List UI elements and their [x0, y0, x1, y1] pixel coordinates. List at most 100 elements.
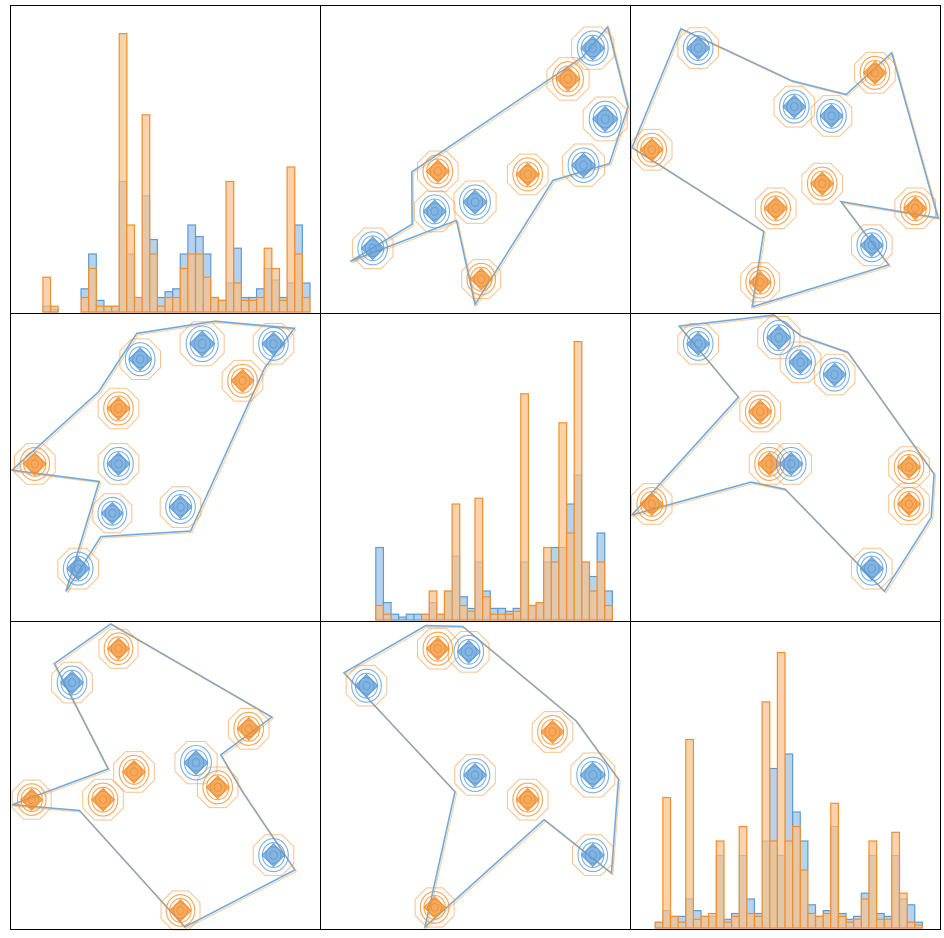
contour-halo [813, 353, 856, 396]
histogram-bar [891, 831, 901, 929]
contour-ring [466, 262, 497, 296]
histogram-bar [436, 613, 446, 621]
contour-core [819, 103, 844, 128]
contour-ring [419, 194, 451, 229]
contour-cluster [160, 890, 201, 931]
contour-halo [582, 96, 628, 142]
contour-core [205, 775, 230, 800]
histogram-bar [375, 604, 385, 621]
contour-halo [159, 486, 202, 528]
histogram-bar [382, 613, 392, 621]
contour-core [570, 152, 597, 178]
contour-cluster [677, 323, 719, 365]
histogram-bar [126, 224, 136, 313]
contour-cluster [414, 887, 455, 928]
contour-core [60, 670, 84, 695]
histogram-bar [581, 561, 591, 621]
contour-cluster [413, 190, 456, 233]
contour-halo [461, 259, 502, 300]
histogram-bar [822, 912, 832, 929]
contour-ring [357, 231, 389, 266]
contour-cluster [227, 708, 270, 750]
contour-panel-r1-c2 [349, 25, 631, 308]
contour-core [106, 396, 131, 421]
contour-cluster [770, 443, 812, 485]
contour-halo [677, 27, 719, 69]
histogram-bar [875, 918, 885, 929]
histogram-bar [172, 296, 181, 313]
contour-cluster [810, 95, 853, 137]
contour-halo [570, 752, 616, 798]
contour-ring [512, 157, 544, 192]
histogram-bar [103, 305, 113, 313]
contour-halo [179, 321, 225, 367]
contour-core [261, 331, 286, 356]
contour-ring [819, 357, 850, 392]
histogram-bar [685, 738, 695, 929]
contour-ring [775, 446, 807, 481]
histogram-bar [164, 296, 174, 313]
contour-ring [258, 326, 289, 361]
contour-ring [588, 100, 622, 138]
histogram-bar [914, 924, 923, 929]
contour-cluster [630, 128, 673, 171]
histogram-bar [550, 561, 560, 621]
contour-ring [459, 184, 491, 220]
contour-halo [14, 443, 56, 485]
histogram-bar [179, 267, 189, 313]
histogram-bar [527, 604, 537, 621]
contour-ring [16, 783, 47, 816]
histogram-bar [535, 601, 545, 621]
contour-ring [785, 345, 816, 380]
histogram-bar [301, 296, 311, 313]
histogram-bar [692, 918, 702, 929]
contour-cluster [779, 341, 822, 384]
contour-ring [576, 30, 609, 66]
contour-cluster [196, 766, 239, 809]
histogram-panel-3 [654, 651, 923, 929]
histogram-bar [271, 267, 281, 313]
contour-halo [345, 664, 388, 707]
contour-ring [893, 486, 925, 522]
histogram-bar [853, 918, 862, 929]
histogram-bar [837, 915, 847, 929]
histogram-bar [860, 898, 870, 929]
contour-ring [576, 756, 610, 794]
contour-halo [506, 778, 549, 821]
contour-core [66, 556, 91, 581]
contour-cluster [546, 57, 590, 101]
contour-panel-r2-c1 [10, 320, 297, 594]
contour-halo [51, 661, 93, 704]
histogram-bar [730, 915, 740, 929]
contour-cluster [461, 259, 502, 300]
contour-ring [806, 166, 838, 201]
histogram-bar [746, 912, 756, 929]
contour-cluster [677, 27, 719, 69]
contour-core [189, 330, 216, 357]
histogram-bar [474, 497, 484, 621]
contour-ring [227, 363, 258, 398]
contour-core [168, 495, 193, 519]
contour-halo [546, 57, 590, 101]
contour-ring [185, 325, 219, 363]
density-outline-b [632, 29, 941, 310]
histogram-bar [497, 613, 507, 621]
contour-ring [760, 191, 792, 226]
histogram-bar [80, 296, 90, 313]
contour-ring [62, 551, 94, 586]
contour-cluster [97, 387, 140, 430]
histogram-bar [669, 915, 679, 929]
contour-halo [770, 443, 812, 485]
histogram-bar [776, 651, 786, 929]
contour-halo [221, 359, 264, 402]
contour-halo [413, 190, 456, 233]
contour-ring [552, 61, 584, 97]
contour-ring [103, 632, 134, 666]
histogram-bar [466, 610, 476, 621]
contour-ring [422, 631, 454, 666]
density-outline-b [12, 322, 297, 594]
contour-core [686, 36, 711, 61]
contour-core [897, 492, 921, 516]
contour-ring [118, 754, 150, 789]
contour-core [686, 331, 711, 356]
